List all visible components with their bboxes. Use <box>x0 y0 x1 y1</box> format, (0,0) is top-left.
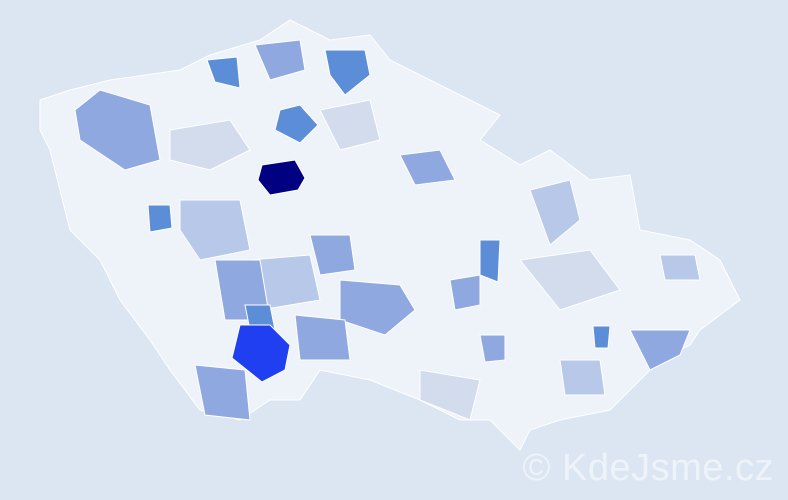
district[interactable] <box>519 249 621 311</box>
district[interactable] <box>74 89 161 171</box>
district[interactable] <box>294 314 351 361</box>
district[interactable] <box>324 49 371 96</box>
district[interactable] <box>659 254 701 281</box>
district[interactable] <box>254 39 306 81</box>
district[interactable] <box>319 99 381 151</box>
district[interactable] <box>629 329 691 371</box>
district[interactable] <box>274 104 319 144</box>
country-outline <box>39 19 741 451</box>
district[interactable] <box>169 119 251 171</box>
district[interactable] <box>179 199 251 261</box>
district[interactable] <box>339 279 416 336</box>
district[interactable] <box>449 274 481 311</box>
district[interactable] <box>529 179 581 246</box>
district[interactable] <box>399 149 456 186</box>
district[interactable] <box>592 325 611 349</box>
district[interactable] <box>479 334 506 363</box>
district[interactable] <box>257 159 306 196</box>
district[interactable] <box>147 204 173 233</box>
district[interactable] <box>479 239 501 283</box>
district[interactable] <box>194 364 251 421</box>
district[interactable] <box>559 359 606 396</box>
watermark: © KdeJsme.cz <box>522 447 774 489</box>
district[interactable] <box>231 324 291 383</box>
district[interactable] <box>309 234 356 276</box>
district[interactable] <box>419 369 481 421</box>
district[interactable] <box>206 56 241 89</box>
